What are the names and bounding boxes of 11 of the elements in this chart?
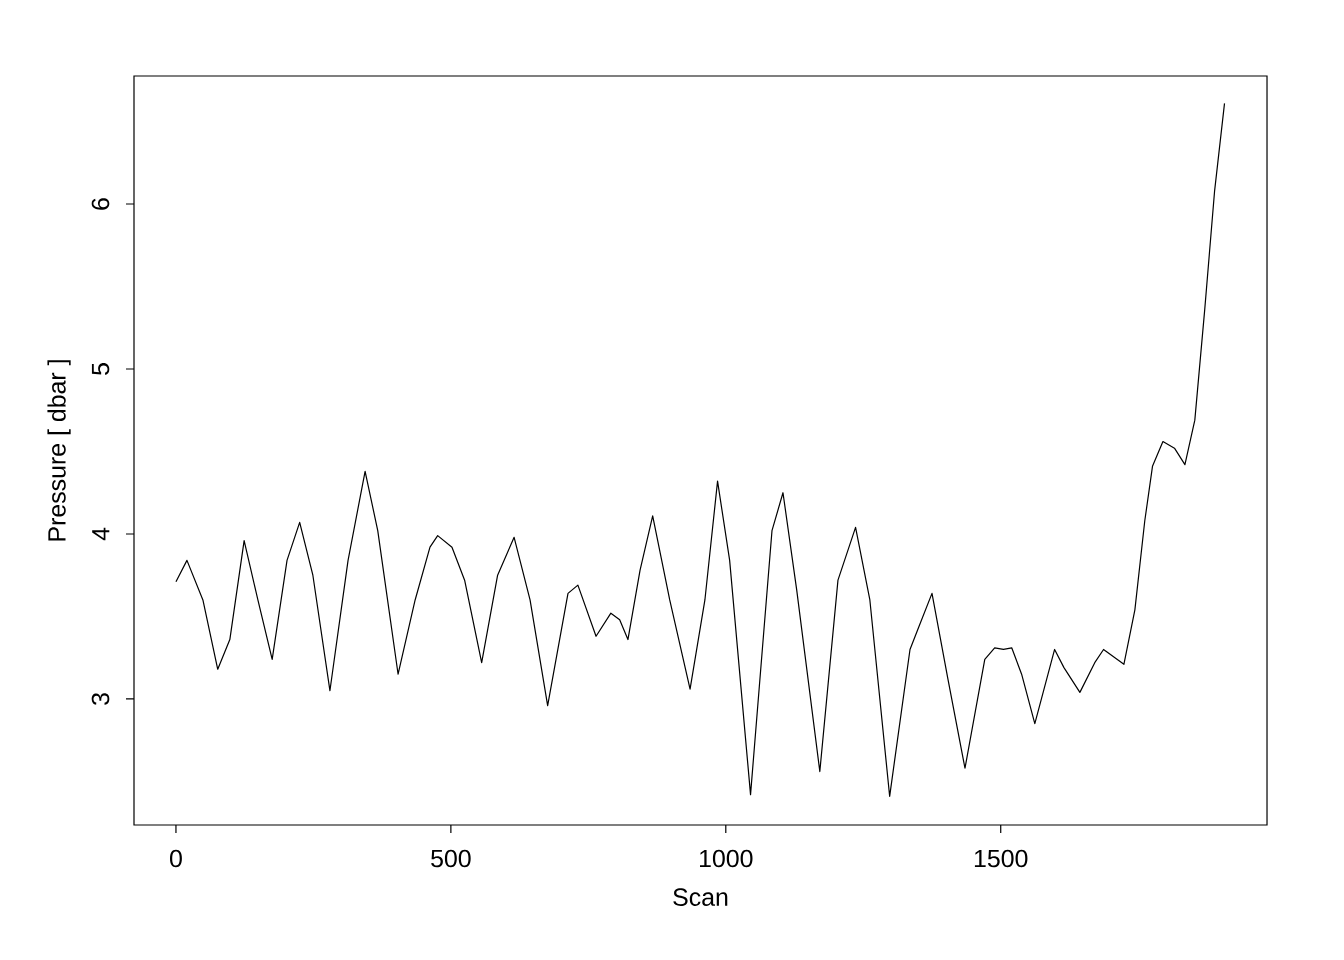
x-tick-label: 1000	[700, 849, 753, 868]
y-axis-title: Pressure [ dbar ]	[47, 360, 71, 541]
x-tick-label: 500	[431, 849, 471, 868]
x-axis-title: Scan	[673, 888, 728, 906]
y-tick-label: 6	[91, 198, 110, 210]
line-series	[175, 102, 1226, 797]
x-tick-label: 1500	[974, 849, 1028, 868]
y-tick-label: 5	[91, 363, 110, 375]
y-tick-label: 4	[92, 527, 110, 541]
x-tick-label: 0	[170, 849, 182, 868]
y-tick-label: 3	[91, 693, 110, 705]
